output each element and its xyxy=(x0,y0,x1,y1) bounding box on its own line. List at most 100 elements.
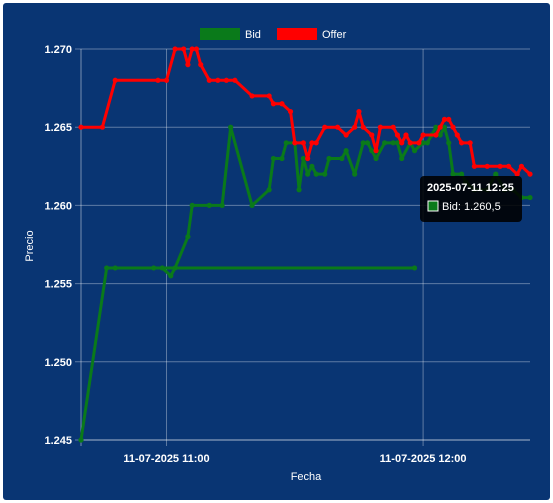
data-point-bid[interactable] xyxy=(369,148,375,154)
data-point-offer[interactable] xyxy=(399,140,405,146)
data-point-offer[interactable] xyxy=(198,62,204,68)
data-point-offer[interactable] xyxy=(437,124,443,130)
data-point-offer[interactable] xyxy=(287,108,294,115)
data-point-offer[interactable] xyxy=(514,171,520,177)
data-point-bid[interactable] xyxy=(104,265,110,271)
data-point-offer[interactable] xyxy=(527,171,533,177)
data-point-offer[interactable] xyxy=(506,163,512,169)
data-point-bid[interactable] xyxy=(339,155,345,162)
data-point-bid[interactable] xyxy=(305,171,311,177)
data-point-offer[interactable] xyxy=(112,77,118,83)
data-point-offer[interactable] xyxy=(373,148,379,154)
data-point-bid[interactable] xyxy=(326,155,332,162)
data-point-bid[interactable] xyxy=(399,155,405,162)
data-point-offer[interactable] xyxy=(352,124,358,130)
data-point-offer[interactable] xyxy=(223,77,229,83)
data-point-offer[interactable] xyxy=(99,124,105,130)
data-point-offer[interactable] xyxy=(322,124,328,130)
data-point-bid[interactable] xyxy=(283,140,289,146)
data-point-bid[interactable] xyxy=(420,140,426,146)
data-point-bid[interactable] xyxy=(446,140,452,146)
data-point-bid[interactable] xyxy=(527,194,533,201)
data-point-offer[interactable] xyxy=(407,140,413,146)
data-point-bid[interactable] xyxy=(300,155,306,162)
data-point-bid[interactable] xyxy=(266,187,272,193)
data-point-bid[interactable] xyxy=(458,171,465,177)
data-point-offer[interactable] xyxy=(300,140,306,146)
data-point-bid[interactable] xyxy=(228,124,234,130)
data-point-offer[interactable] xyxy=(403,132,409,138)
data-point-offer[interactable] xyxy=(279,101,285,107)
data-point-offer[interactable] xyxy=(394,132,401,138)
data-point-offer[interactable] xyxy=(343,132,349,138)
data-point-offer[interactable] xyxy=(232,77,238,83)
data-point-offer[interactable] xyxy=(189,46,195,52)
data-point-offer[interactable] xyxy=(356,108,362,115)
data-point-bid[interactable] xyxy=(424,140,430,146)
data-point-bid[interactable] xyxy=(172,265,178,271)
data-point-offer[interactable] xyxy=(193,46,200,52)
data-point-offer[interactable] xyxy=(433,132,439,138)
data-point-offer[interactable] xyxy=(206,77,212,83)
data-point-offer[interactable] xyxy=(441,116,448,122)
data-point-bid[interactable] xyxy=(112,265,118,271)
data-point-bid[interactable] xyxy=(249,202,255,208)
data-point-bid[interactable] xyxy=(352,171,358,177)
data-point-offer[interactable] xyxy=(467,140,473,146)
data-point-offer[interactable] xyxy=(484,163,490,169)
data-point-offer[interactable] xyxy=(163,77,170,83)
legend-label-bid[interactable]: Bid xyxy=(245,29,261,41)
data-point-offer[interactable] xyxy=(377,124,383,130)
data-point-bid[interactable] xyxy=(78,437,84,443)
data-point-bid[interactable] xyxy=(411,148,418,154)
data-point-offer[interactable] xyxy=(292,140,298,146)
legend-swatch-offer[interactable] xyxy=(277,28,317,40)
data-point-offer[interactable] xyxy=(416,140,422,146)
data-point-offer[interactable] xyxy=(185,62,191,68)
data-point-bid[interactable] xyxy=(450,171,456,177)
data-point-bid[interactable] xyxy=(168,273,174,279)
data-point-bid[interactable] xyxy=(219,202,225,208)
data-point-bid[interactable] xyxy=(394,140,401,146)
data-point-bid[interactable] xyxy=(364,140,371,146)
data-point-offer[interactable] xyxy=(313,140,319,146)
data-point-offer[interactable] xyxy=(471,163,478,169)
data-point-bid[interactable] xyxy=(343,148,349,154)
data-point-offer[interactable] xyxy=(334,124,341,130)
data-point-offer[interactable] xyxy=(305,155,311,162)
data-point-offer[interactable] xyxy=(458,140,465,146)
data-point-offer[interactable] xyxy=(420,132,426,138)
data-point-offer[interactable] xyxy=(309,140,315,146)
data-point-bid[interactable] xyxy=(159,265,165,271)
data-point-bid[interactable] xyxy=(270,155,277,162)
data-point-bid[interactable] xyxy=(433,124,439,130)
data-point-bid[interactable] xyxy=(322,171,328,177)
data-point-offer[interactable] xyxy=(155,77,161,83)
data-point-bid[interactable] xyxy=(382,140,388,146)
data-point-offer[interactable] xyxy=(215,77,221,83)
data-point-bid[interactable] xyxy=(441,124,448,130)
data-point-offer[interactable] xyxy=(446,116,452,122)
legend[interactable]: Bid Offer xyxy=(200,28,347,41)
data-point-bid[interactable] xyxy=(373,155,379,162)
data-point-bid[interactable] xyxy=(185,234,191,240)
data-point-bid[interactable] xyxy=(437,132,443,138)
legend-swatch-bid[interactable] xyxy=(200,28,240,40)
data-point-bid[interactable] xyxy=(279,155,285,162)
data-point-bid[interactable] xyxy=(206,202,212,208)
data-point-bid[interactable] xyxy=(360,140,366,146)
data-point-offer[interactable] xyxy=(172,46,178,52)
data-point-bid[interactable] xyxy=(411,265,418,271)
legend-label-offer[interactable]: Offer xyxy=(322,29,347,41)
data-point-bid[interactable] xyxy=(309,163,315,169)
data-point-offer[interactable] xyxy=(518,163,525,169)
data-point-offer[interactable] xyxy=(270,101,277,107)
data-point-bid[interactable] xyxy=(189,202,195,208)
data-point-bid[interactable] xyxy=(493,171,499,177)
data-point-offer[interactable] xyxy=(360,124,366,130)
data-point-offer[interactable] xyxy=(249,93,255,99)
data-point-offer[interactable] xyxy=(450,124,456,130)
data-point-offer[interactable] xyxy=(390,124,396,130)
data-point-offer[interactable] xyxy=(369,132,375,138)
data-point-bid[interactable] xyxy=(313,171,319,177)
